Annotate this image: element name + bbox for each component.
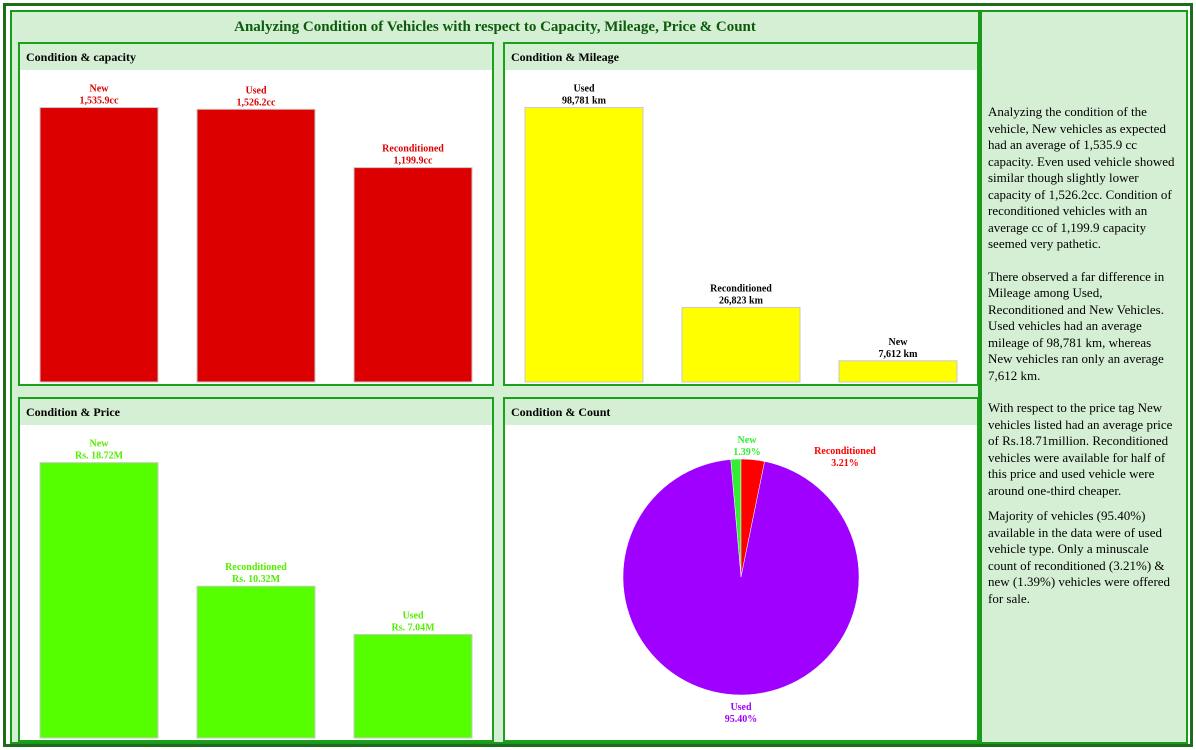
mileage-category-label: Reconditioned bbox=[710, 283, 772, 294]
commentary-paragraph: With respect to the price tag New vehicl… bbox=[988, 400, 1173, 498]
capacity-value-label: 1,526.2cc bbox=[237, 97, 276, 108]
mileage-bar-new[interactable] bbox=[838, 360, 958, 383]
mileage-bar-reconditioned[interactable] bbox=[681, 306, 801, 383]
capacity-category-label: Reconditioned bbox=[382, 144, 444, 155]
panel-capacity[interactable]: Condition & capacity New 1,535.9cc Used 1,5… bbox=[18, 42, 494, 386]
panel-mileage[interactable]: Condition & Mileage Used 98,781 km Recondi… bbox=[503, 42, 979, 386]
panel-count[interactable]: Condition & Count New 1.39% Reconditioned 3… bbox=[503, 397, 979, 742]
capacity-value-label: 1,199.9cc bbox=[394, 156, 433, 167]
price-bar-reconditioned[interactable] bbox=[196, 585, 316, 739]
panel-price[interactable]: Condition & Price New Rs. 18.72M Reconditi… bbox=[18, 397, 494, 742]
price-value-label: Rs. 10.32M bbox=[232, 574, 281, 585]
commentary-paragraph: Majority of vehicles (95.40%) available … bbox=[988, 508, 1171, 606]
count-value-label: 95.40% bbox=[725, 714, 758, 725]
count-category-label: New bbox=[738, 435, 758, 446]
mileage-value-label: 26,823 km bbox=[719, 295, 764, 306]
panel-price-title: Condition & Price bbox=[20, 399, 492, 425]
mileage-bar-used[interactable] bbox=[524, 107, 644, 383]
commentary-panel: Analyzing the condition of the vehicle, … bbox=[980, 10, 1188, 744]
dashboard-frame: Analyzing Condition of Vehicles with res… bbox=[3, 3, 1193, 747]
count-slice-used[interactable] bbox=[622, 459, 860, 696]
price-category-label: Reconditioned bbox=[225, 562, 287, 573]
mileage-value-label: 7,612 km bbox=[879, 349, 919, 360]
count-value-label: 1.39% bbox=[733, 447, 761, 458]
panel-count-title: Condition & Count bbox=[505, 399, 977, 425]
price-category-label: Used bbox=[402, 610, 424, 621]
capacity-value-label: 1,535.9cc bbox=[80, 96, 119, 107]
panel-mileage-title: Condition & Mileage bbox=[505, 44, 977, 70]
capacity-bar-used[interactable] bbox=[196, 108, 316, 383]
count-category-label: Reconditioned bbox=[814, 446, 876, 457]
commentary-paragraph: There observed a far difference in Milea… bbox=[988, 268, 1165, 383]
capacity-bar-reconditioned[interactable] bbox=[353, 167, 473, 383]
commentary-paragraph: Analyzing the condition of the vehicle, … bbox=[988, 104, 1175, 251]
capacity-category-label: Used bbox=[245, 85, 267, 96]
price-category-label: New bbox=[90, 439, 110, 450]
price-bar-used[interactable] bbox=[353, 633, 473, 739]
price-bar-new[interactable] bbox=[39, 462, 159, 739]
capacity-bar-new[interactable] bbox=[39, 107, 159, 383]
dashboard-title: Analyzing Condition of Vehicles with res… bbox=[234, 19, 756, 35]
dashboard-area: Analyzing Condition of Vehicles with res… bbox=[10, 10, 980, 744]
count-category-label: Used bbox=[730, 702, 752, 713]
mileage-category-label: New bbox=[889, 337, 909, 348]
count-value-label: 3.21% bbox=[831, 458, 859, 469]
price-value-label: Rs. 7.04M bbox=[391, 622, 435, 633]
price-value-label: Rs. 18.72M bbox=[75, 451, 124, 462]
mileage-category-label: Used bbox=[573, 84, 595, 95]
mileage-value-label: 98,781 km bbox=[562, 96, 607, 107]
panel-capacity-title: Condition & capacity bbox=[20, 44, 492, 70]
capacity-category-label: New bbox=[90, 84, 110, 95]
